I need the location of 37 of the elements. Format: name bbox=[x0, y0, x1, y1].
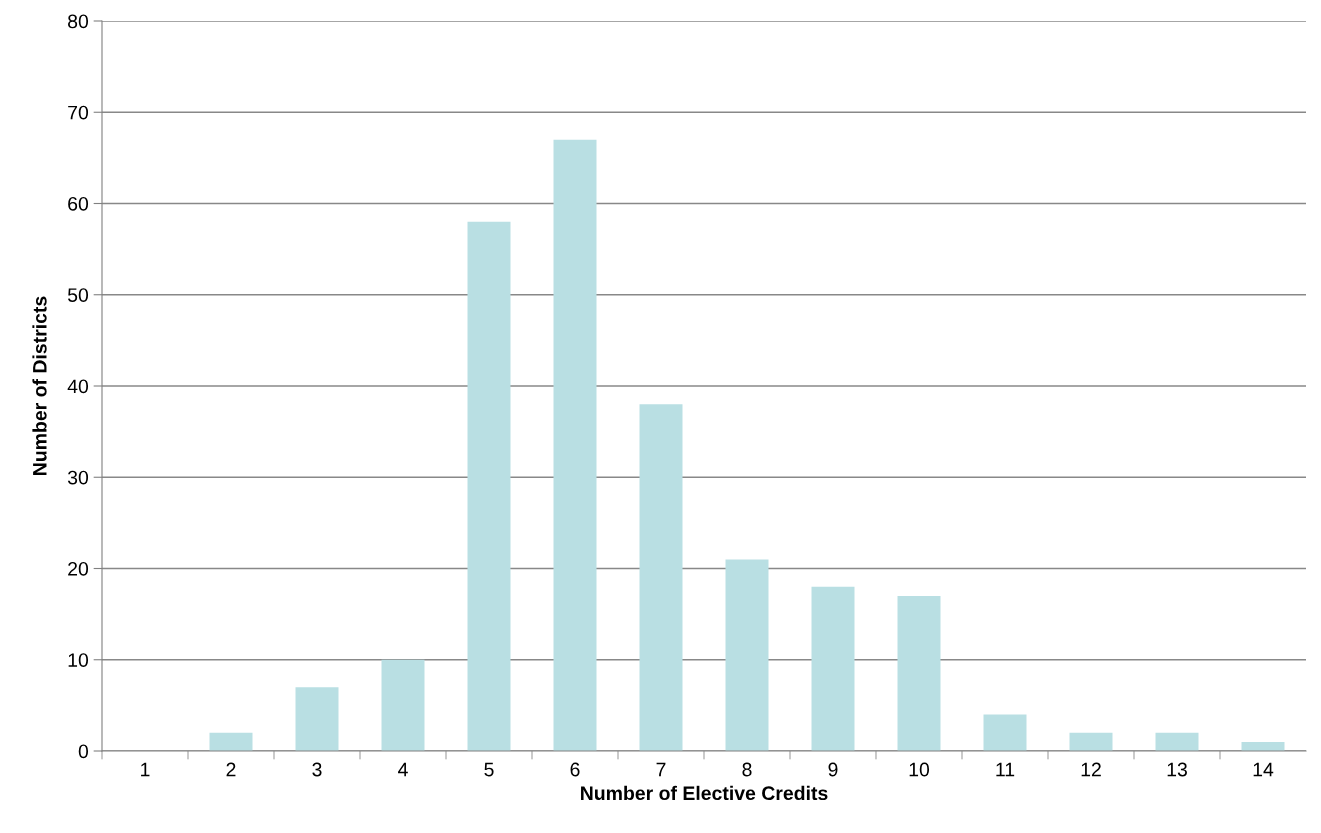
x-tick-label: 7 bbox=[656, 762, 666, 777]
y-tick-label: 10 bbox=[68, 653, 89, 667]
y-axis-title: Number of Districts bbox=[32, 296, 47, 475]
x-tick-label: 13 bbox=[1167, 762, 1187, 777]
y-tick-label: 20 bbox=[68, 561, 89, 576]
x-tick-label: 4 bbox=[398, 762, 408, 777]
bar bbox=[897, 595, 941, 751]
y-tick-label: 40 bbox=[67, 379, 89, 394]
bar bbox=[1069, 732, 1113, 751]
x-tick-label: 8 bbox=[742, 762, 752, 777]
bar bbox=[381, 659, 425, 751]
x-tick-label: 2 bbox=[226, 762, 236, 777]
bar bbox=[983, 714, 1027, 751]
y-tick-label: 70 bbox=[68, 105, 89, 120]
x-tick-label: 14 bbox=[1253, 762, 1274, 777]
x-tick-label: 1 bbox=[141, 762, 150, 777]
y-tick-label: 50 bbox=[67, 288, 89, 302]
bar bbox=[209, 732, 253, 751]
bar bbox=[553, 139, 597, 751]
x-tick-label: 9 bbox=[828, 762, 838, 777]
bar bbox=[811, 586, 855, 751]
x-tick-label: 11 bbox=[996, 762, 1015, 777]
y-tick-label: 30 bbox=[67, 470, 89, 485]
x-tick-label: 6 bbox=[570, 762, 580, 777]
bar bbox=[467, 221, 511, 751]
y-tick-label: 60 bbox=[68, 196, 89, 211]
bar bbox=[295, 687, 339, 751]
x-tick-label: 3 bbox=[312, 762, 322, 777]
bar bbox=[639, 404, 683, 751]
x-tick-label: 10 bbox=[909, 762, 930, 777]
x-axis-title: Number of Elective Credits bbox=[581, 785, 828, 801]
bar bbox=[725, 559, 769, 751]
x-tick-label: 5 bbox=[484, 762, 494, 777]
y-tick-label: 0 bbox=[78, 744, 89, 759]
bar bbox=[1155, 732, 1199, 751]
y-tick-label: 80 bbox=[68, 14, 89, 29]
x-tick-label: 12 bbox=[1081, 762, 1101, 777]
